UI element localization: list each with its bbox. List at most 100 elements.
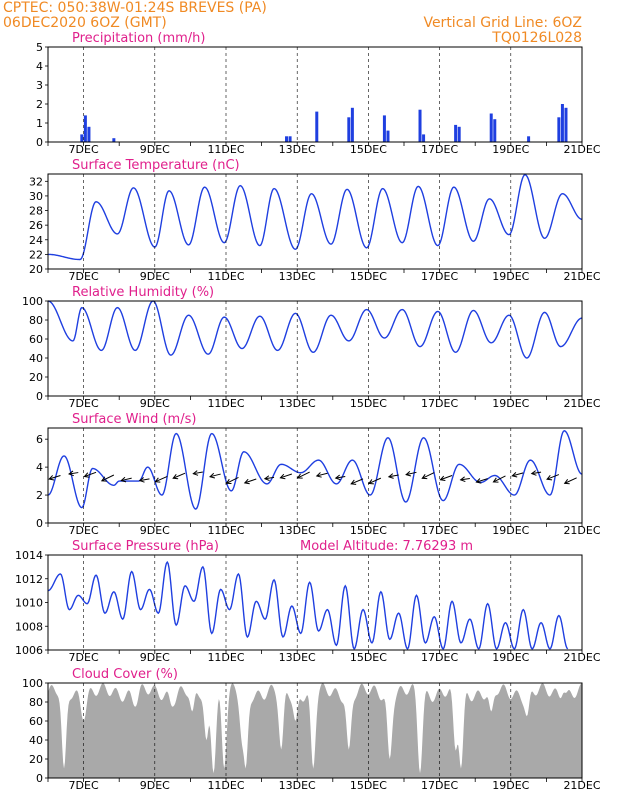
wind-arrow <box>406 471 417 476</box>
wind-arrow <box>476 478 488 483</box>
y-tick-label: 32 <box>29 175 43 188</box>
x-tick-label: 19DEC <box>492 779 529 792</box>
wind-arrow-head <box>225 478 232 485</box>
wind-arrow-head <box>243 478 250 485</box>
y-tick-label: 0 <box>36 517 43 530</box>
x-tick-label: 7DEC <box>69 651 99 664</box>
precip-bar <box>83 115 87 142</box>
precip-bar <box>112 138 116 142</box>
precip-bar <box>564 107 568 142</box>
panel-title: Cloud Cover (%) <box>72 667 178 682</box>
x-tick-label: 15DEC <box>350 524 387 537</box>
x-tick-label: 13DEC <box>279 143 316 156</box>
x-tick-label: 7DEC <box>69 270 99 283</box>
y-tick-label: 1008 <box>15 620 43 633</box>
wind-arrow-head <box>263 475 270 481</box>
wind-arrow <box>422 472 435 479</box>
y-tick-label: 40 <box>29 734 43 747</box>
wind-arrow-head <box>563 479 570 485</box>
wind-arrow <box>460 477 470 481</box>
precip-bar <box>288 136 292 142</box>
wind-arrow <box>264 476 275 480</box>
wind-arrow-head <box>459 476 466 483</box>
y-tick-label: 2 <box>36 98 43 111</box>
precip-bar <box>422 134 426 142</box>
precip-bar <box>457 126 461 142</box>
x-tick-label: 15DEC <box>350 779 387 792</box>
x-tick-label: 9DEC <box>140 397 170 410</box>
y-tick-label: 60 <box>29 333 43 346</box>
x-tick-label: 17DEC <box>421 524 458 537</box>
header-model-code: TQ0126L028 <box>491 30 582 46</box>
panel-frame <box>47 173 583 270</box>
wind-arrow-head <box>530 470 537 476</box>
wind-arrow <box>121 477 132 482</box>
wind-arrow-head <box>546 475 553 481</box>
wind-arrow <box>297 471 310 479</box>
wind-arrow-head <box>192 470 199 476</box>
header-date: 06DEC2020 6OZ (GMT) <box>3 15 167 31</box>
x-tick-label: 11DEC <box>207 779 244 792</box>
x-tick-label: 21DEC <box>563 779 600 792</box>
wind-arrow <box>209 473 221 478</box>
series-line <box>47 300 583 359</box>
wind-arrow <box>564 477 577 484</box>
wind-arrow <box>546 474 560 480</box>
panel-title: Surface Wind (m/s) <box>72 412 196 427</box>
x-tick-label: 9DEC <box>140 524 170 537</box>
y-tick-label: 3 <box>36 79 43 92</box>
x-tick-label: 19DEC <box>492 397 529 410</box>
y-tick-label: 20 <box>29 263 43 276</box>
panel-frame <box>47 682 583 779</box>
y-tick-label: 1006 <box>15 644 43 657</box>
x-tick-label: 15DEC <box>350 397 387 410</box>
precip-bar <box>315 111 319 142</box>
x-tick-label: 13DEC <box>279 779 316 792</box>
x-tick-label: 21DEC <box>563 270 600 283</box>
x-tick-label: 11DEC <box>207 397 244 410</box>
wind-arrow-head <box>511 472 518 478</box>
panel-4: 1006 1008 1010 1012 1014 7DEC 9DEC 11DEC 13DEC 15… <box>15 539 601 664</box>
x-tick-label: 19DEC <box>492 524 529 537</box>
x-tick-label: 13DEC <box>279 270 316 283</box>
x-tick-label: 19DEC <box>492 651 529 664</box>
precip-bar <box>386 130 390 142</box>
wind-arrow <box>531 471 542 475</box>
cloud-cover-area <box>48 683 582 778</box>
panel-stack: 0 1 2 3 4 5 7DEC 9DEC 11DEC 13DEC 15DEC 17DEC 19DEC 2… <box>15 31 601 792</box>
series-line <box>47 560 569 650</box>
y-tick-label: 60 <box>29 715 43 728</box>
wind-arrow <box>226 476 239 484</box>
precip-bar <box>285 136 289 142</box>
wind-arrow-head <box>83 472 90 478</box>
panel-frame <box>47 427 583 524</box>
precip-bar <box>87 126 91 142</box>
panel-0: 0 1 2 3 4 5 7DEC 9DEC 11DEC 13DEC 15DEC 17DEC 19DEC 2… <box>36 31 601 156</box>
x-tick-label: 17DEC <box>421 651 458 664</box>
x-tick-label: 11DEC <box>207 270 244 283</box>
x-tick-label: 21DEC <box>563 397 600 410</box>
wind-arrow-head <box>421 473 428 480</box>
wind-arrow-head <box>315 472 322 478</box>
y-tick-label: 24 <box>29 234 43 247</box>
precip-bar <box>557 117 561 142</box>
precip-bar <box>560 104 564 142</box>
y-tick-label: 100 <box>22 677 43 690</box>
wind-arrow-head <box>296 473 303 479</box>
precip-bar <box>527 136 531 142</box>
y-tick-label: 80 <box>29 696 43 709</box>
wind-arrow <box>280 473 293 479</box>
panel-frame <box>47 554 583 651</box>
x-tick-label: 13DEC <box>279 397 316 410</box>
wind-arrow <box>350 478 364 485</box>
wind-arrow <box>101 474 115 482</box>
precip-bar <box>347 117 351 142</box>
precip-bar <box>454 124 458 142</box>
wind-arrow-head <box>154 477 161 483</box>
wind-arrow <box>493 475 506 483</box>
y-tick-label: 80 <box>29 314 43 327</box>
y-tick-label: 0 <box>36 136 43 149</box>
x-tick-label: 19DEC <box>492 270 529 283</box>
x-tick-label: 9DEC <box>140 270 170 283</box>
